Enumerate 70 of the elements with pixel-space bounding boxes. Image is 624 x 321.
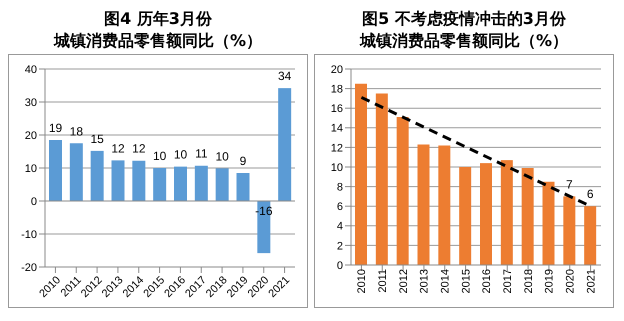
bar: [459, 167, 472, 265]
bar: [174, 166, 187, 201]
bar: [500, 160, 513, 265]
bar: [480, 163, 492, 265]
y-tick-label: 16: [330, 103, 343, 116]
x-tick-label: 2013: [418, 269, 431, 294]
bar: [376, 94, 388, 265]
y-tick-label: 8: [336, 182, 343, 194]
x-tick-label: 2017: [502, 269, 514, 294]
y-tick-label: -20: [21, 262, 37, 274]
bar: [438, 145, 450, 265]
chart-subtitle: 城镇消费品零售额同比（%）: [358, 30, 570, 52]
data-label: 7: [566, 177, 573, 192]
data-label: 34: [278, 69, 292, 84]
bar: [522, 168, 534, 265]
y-tick-label: 10: [24, 162, 37, 175]
x-tick-label: 2018: [522, 269, 535, 294]
bar: [396, 117, 409, 265]
data-label: 9: [240, 154, 247, 168]
chart-subtitle: 城镇消费品零售额同比（%）: [52, 30, 264, 52]
y-tick-label: 0: [30, 196, 37, 208]
data-label: 19: [48, 120, 62, 135]
x-tick-label: 2020: [564, 269, 577, 294]
data-label: 15: [90, 132, 104, 146]
bar: [49, 140, 62, 201]
x-tick-label: 2012: [398, 269, 410, 294]
data-label: 10: [152, 149, 167, 163]
x-tick-label: 2010: [356, 269, 368, 294]
x-tick-label: 2014: [440, 269, 452, 294]
data-label: 12: [132, 142, 146, 156]
chart-title: 图5 不考虑疫情冲击的3月份: [361, 8, 567, 30]
data-label: 11: [195, 146, 208, 161]
y-tick-label: 10: [330, 162, 343, 174]
bar: [216, 168, 229, 201]
x-tick-label: 2021: [585, 269, 598, 294]
y-tick-label: 40: [24, 64, 37, 76]
bar: [278, 88, 292, 201]
data-label: 12: [111, 141, 125, 156]
bar: [584, 206, 596, 265]
bar: [153, 168, 166, 201]
y-tick-label: 18: [330, 84, 343, 96]
data-label: 18: [70, 124, 84, 138]
y-tick-label: 14: [330, 122, 343, 135]
bar: [355, 84, 367, 265]
y-tick-label: 0: [336, 260, 343, 272]
y-tick-label: 30: [24, 96, 37, 109]
chart-title: 图4 历年3月份: [103, 8, 213, 30]
x-tick-label: 2019: [544, 269, 556, 294]
x-tick-label: 2016: [481, 269, 494, 294]
bar: [563, 196, 576, 265]
data-label: 6: [586, 187, 594, 202]
x-tick-label: 2011: [377, 269, 390, 293]
y-tick-label: 4: [336, 220, 343, 233]
data-label: 10: [215, 149, 230, 164]
bar: [542, 182, 554, 265]
y-tick-label: -10: [21, 228, 37, 241]
bar: [132, 160, 146, 201]
bar: [90, 150, 104, 201]
bar: [236, 172, 250, 201]
data-label: 10: [174, 148, 188, 162]
y-tick-label: 12: [330, 142, 343, 154]
bar: [194, 166, 208, 201]
y-tick-label: 20: [330, 64, 343, 76]
bar: [418, 144, 430, 265]
bar: [112, 160, 124, 201]
bar: [70, 143, 83, 201]
y-tick-label: 6: [336, 201, 343, 214]
y-tick-label: 20: [24, 130, 37, 142]
x-tick-label: 2015: [460, 269, 472, 294]
y-tick-label: 2: [336, 240, 343, 252]
